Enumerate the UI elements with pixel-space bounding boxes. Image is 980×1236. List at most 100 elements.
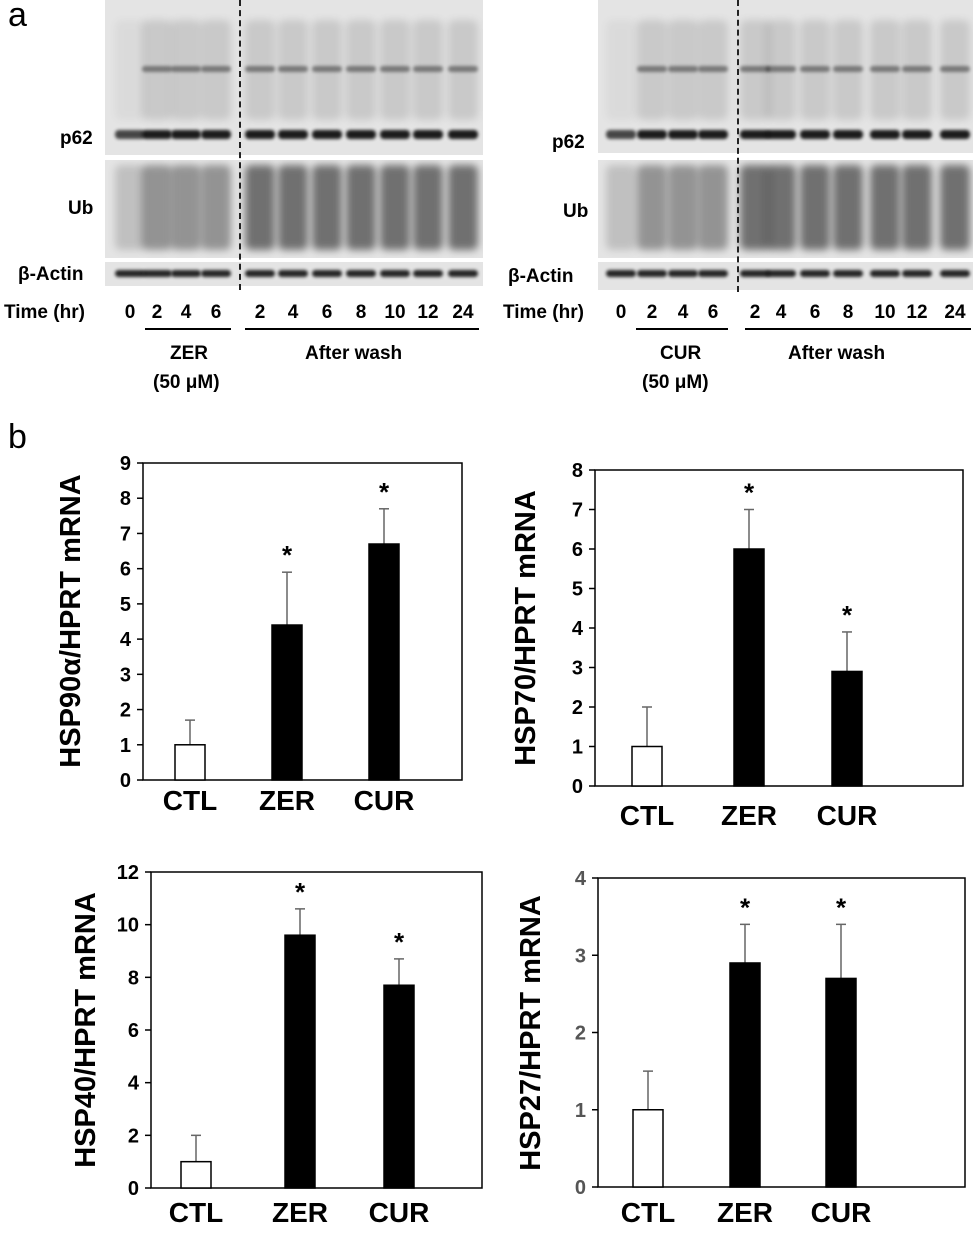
blot-band	[312, 66, 342, 72]
y-tick-label: 0	[575, 1177, 586, 1199]
blot-band	[902, 130, 932, 139]
blot-band	[380, 270, 410, 277]
y-axis-label: HSP70/HPRT mRNA	[510, 490, 542, 766]
blot-band	[902, 165, 932, 250]
blot-band	[698, 270, 728, 277]
lane-label: 8	[842, 302, 854, 323]
y-tick-label: 10	[117, 915, 139, 937]
ub-blot-strip	[598, 160, 973, 258]
y-tick-label: 12	[117, 862, 139, 884]
lane-label: 0	[615, 302, 627, 323]
y-axis-label: HSP27/HPRT mRNA	[515, 895, 547, 1171]
y-tick-label: 8	[120, 488, 131, 510]
significance-marker: *	[744, 478, 755, 508]
blot-band	[171, 165, 201, 250]
blot-band	[766, 270, 796, 277]
blot-band	[766, 20, 796, 120]
y-tick-label: 6	[128, 1020, 139, 1042]
blot-band	[312, 130, 342, 139]
blot-band	[637, 20, 667, 120]
lane-label: 2	[646, 302, 658, 323]
panel-b-label: b	[8, 418, 27, 456]
blot-band	[698, 130, 728, 139]
blot-band	[740, 66, 770, 72]
p62-blot-strip	[105, 0, 483, 155]
y-tick-label: 8	[128, 967, 139, 989]
blot-band	[870, 20, 900, 120]
blot-band	[740, 130, 770, 139]
y-tick-label: 2	[128, 1125, 139, 1147]
blot-band	[606, 130, 636, 139]
blot-band	[940, 165, 970, 250]
blot-band	[380, 20, 410, 120]
blot-band	[668, 270, 698, 277]
x-tick-label: CTL	[163, 785, 217, 816]
y-tick-label: 2	[120, 700, 131, 722]
blot-band	[278, 130, 308, 139]
blot-band	[171, 66, 201, 72]
y-tick-label: 5	[120, 594, 131, 616]
blot-band	[698, 165, 728, 250]
blot-band	[413, 270, 443, 277]
blot-band	[902, 270, 932, 277]
blot-band	[413, 20, 443, 120]
blot-band	[448, 165, 478, 250]
x-tick-label: ZER	[259, 785, 315, 816]
significance-marker: *	[842, 600, 853, 630]
blot-band	[115, 130, 145, 139]
lane-label: 10	[874, 302, 896, 323]
lane-label: 4	[180, 302, 192, 323]
bar-ctl	[174, 744, 206, 781]
blot-band	[115, 270, 145, 277]
blot-band	[115, 20, 145, 120]
y-tick-label: 1	[120, 735, 131, 757]
blot-band	[800, 270, 830, 277]
blot-band	[142, 165, 172, 250]
marker-p62: p62	[60, 128, 93, 149]
blot-band	[833, 130, 863, 139]
blot-band	[346, 130, 376, 139]
blot-band	[940, 66, 970, 72]
y-tick-label: 9	[120, 453, 131, 475]
bar-cur	[368, 543, 400, 781]
blot-band	[902, 20, 932, 120]
blot-band	[312, 270, 342, 277]
bar-zer	[733, 548, 765, 787]
blot-band	[245, 130, 275, 139]
y-tick-label: 4	[128, 1073, 140, 1095]
y-tick-label: 5	[572, 579, 583, 601]
blot-band	[201, 130, 231, 139]
blot-band	[448, 270, 478, 277]
lane-label: 6	[809, 302, 821, 323]
blot-band	[245, 270, 275, 277]
lane-label: 6	[321, 302, 333, 323]
blot-band	[346, 66, 376, 72]
blot-band	[278, 66, 308, 72]
x-tick-label: CTL	[169, 1197, 223, 1228]
significance-marker: *	[836, 892, 847, 922]
y-tick-label: 7	[572, 500, 583, 522]
x-tick-label: CTL	[620, 800, 674, 831]
x-tick-label: ZER	[272, 1197, 328, 1228]
blot-band	[698, 66, 728, 72]
blot-band	[870, 270, 900, 277]
blot-band	[245, 165, 275, 250]
lane-label: 2	[151, 302, 163, 323]
lane-label: 6	[210, 302, 222, 323]
y-tick-label: 6	[572, 539, 583, 561]
lane-label: 4	[287, 302, 299, 323]
blot-band	[870, 130, 900, 139]
treatment-bracket	[636, 328, 728, 330]
blot-band	[346, 270, 376, 277]
treatment-label: ZER	[170, 343, 208, 364]
bar-cur	[831, 670, 863, 787]
lane-label: 0	[124, 302, 136, 323]
treatment-label: CUR	[660, 343, 702, 364]
wash-label: After wash	[788, 343, 886, 364]
wash-label: After wash	[305, 343, 403, 364]
y-tick-label: 1	[572, 737, 583, 759]
blot-band	[606, 270, 636, 277]
actin-blot-strip	[598, 262, 973, 290]
blot-band	[171, 130, 201, 139]
